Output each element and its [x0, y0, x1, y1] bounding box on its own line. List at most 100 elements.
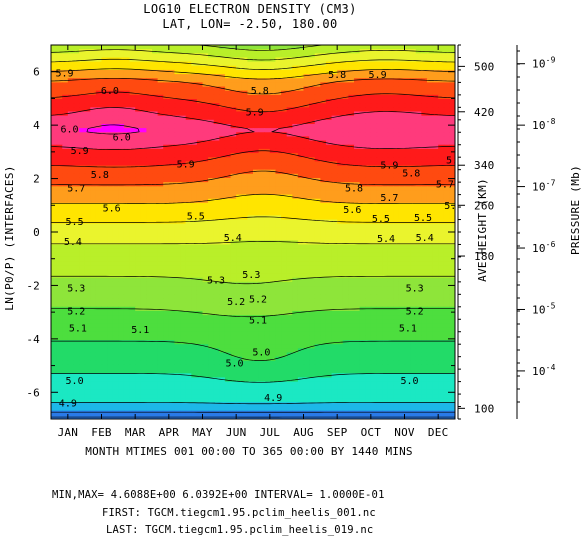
heatmap-cell [185, 61, 192, 67]
heatmap-cell [208, 65, 215, 71]
heatmap-cell [297, 273, 305, 279]
heatmap-cell [163, 215, 170, 221]
heatmap-cell [230, 202, 237, 208]
heatmap-cell [185, 269, 192, 275]
heatmap-cell [426, 82, 434, 88]
heatmap-cell [146, 223, 153, 229]
heatmap-cell [101, 132, 108, 138]
heatmap-cell [107, 273, 114, 279]
heatmap-cell [292, 315, 299, 320]
heatmap-cell [241, 198, 248, 204]
heatmap-cell [365, 319, 372, 325]
heatmap-cell [297, 78, 305, 83]
heatmap-cell [107, 82, 114, 88]
heatmap-cell [224, 82, 232, 88]
heatmap-cell [309, 211, 316, 216]
heatmap-cell [112, 128, 119, 133]
heatmap-cell [224, 290, 232, 295]
heatmap-cell [370, 144, 378, 150]
heatmap-cell [56, 323, 63, 329]
heatmap-cell [51, 123, 58, 129]
heatmap-cell [196, 128, 204, 133]
heatmap-cell [325, 61, 333, 67]
heatmap-cell [354, 182, 361, 187]
heatmap-cell [281, 132, 288, 138]
heatmap-cell [157, 227, 164, 233]
heatmap-cell [410, 236, 417, 241]
heatmap-cell [51, 223, 58, 229]
heatmap-cell [185, 256, 192, 262]
heatmap-cell [135, 211, 142, 216]
heatmap-cell [342, 286, 349, 291]
heatmap-cell [146, 177, 153, 183]
heatmap-cell [286, 265, 293, 270]
heatmap-cell [426, 86, 434, 92]
heatmap-cell [180, 302, 187, 308]
heatmap-cell [331, 94, 338, 100]
heatmap-cell [219, 319, 226, 325]
heatmap-cell [359, 227, 366, 233]
heatmap-cell [219, 144, 226, 150]
heatmap-cell [253, 69, 260, 75]
heatmap-cell [168, 103, 176, 108]
heatmap-cell [163, 306, 170, 312]
heatmap-cell [415, 128, 422, 133]
heatmap-cell [348, 240, 355, 246]
heatmap-cell [129, 136, 136, 142]
heatmap-cell [219, 115, 226, 121]
heatmap-cell [191, 211, 198, 216]
heatmap-cell [432, 148, 439, 154]
heatmap-cell [275, 227, 282, 233]
heatmap-cell [303, 49, 310, 54]
heatmap-cell [112, 53, 119, 59]
heatmap-cell [79, 148, 86, 154]
heatmap-cell [348, 281, 355, 287]
heatmap-cell [185, 99, 192, 104]
heatmap-cell [264, 115, 271, 121]
heatmap-cell [112, 111, 119, 117]
heatmap-cell [297, 261, 305, 266]
heatmap-cell [135, 49, 142, 54]
heatmap-cell [163, 186, 170, 192]
heatmap-cell [67, 252, 75, 258]
heatmap-cell [275, 290, 282, 295]
heatmap-cell [157, 265, 164, 270]
heatmap-cell [157, 310, 164, 316]
heatmap-cell [449, 177, 455, 183]
heatmap-cell [152, 302, 159, 308]
heatmap-cell [84, 323, 91, 329]
heatmap-cell [258, 207, 265, 212]
heatmap-cell [140, 144, 147, 150]
heatmap-cell [421, 294, 428, 300]
heatmap-cell [309, 148, 316, 154]
heatmap-cell [292, 153, 299, 158]
heatmap-cell [107, 69, 114, 75]
heatmap-cell [90, 294, 97, 300]
heatmap-cell [258, 215, 265, 221]
heatmap-cell [51, 240, 58, 246]
heatmap-cell [112, 215, 119, 221]
heatmap-cell [112, 144, 119, 150]
heatmap-cell [286, 252, 293, 258]
heatmap-cell [146, 153, 153, 158]
heatmap-cell [73, 269, 80, 275]
heatmap-cell [157, 136, 164, 142]
heatmap-cell [320, 148, 327, 154]
heatmap-cell [438, 107, 445, 113]
heatmap-cell [449, 294, 455, 300]
heatmap-cell [168, 182, 176, 187]
heatmap-cell [370, 103, 378, 108]
heatmap-cell [157, 123, 164, 129]
heatmap-cell [67, 94, 75, 100]
heatmap-cell [359, 90, 366, 96]
heatmap-cell [303, 323, 310, 329]
heatmap-cell [415, 45, 422, 50]
heatmap-cell [443, 45, 450, 50]
heatmap-cell [62, 327, 69, 333]
heatmap-cell [325, 215, 333, 221]
heatmap-cell [90, 169, 97, 175]
heatmap-cell [410, 119, 417, 125]
heatmap-cell [168, 78, 176, 83]
heatmap-cell [297, 286, 305, 291]
heatmap-cell [264, 240, 271, 246]
